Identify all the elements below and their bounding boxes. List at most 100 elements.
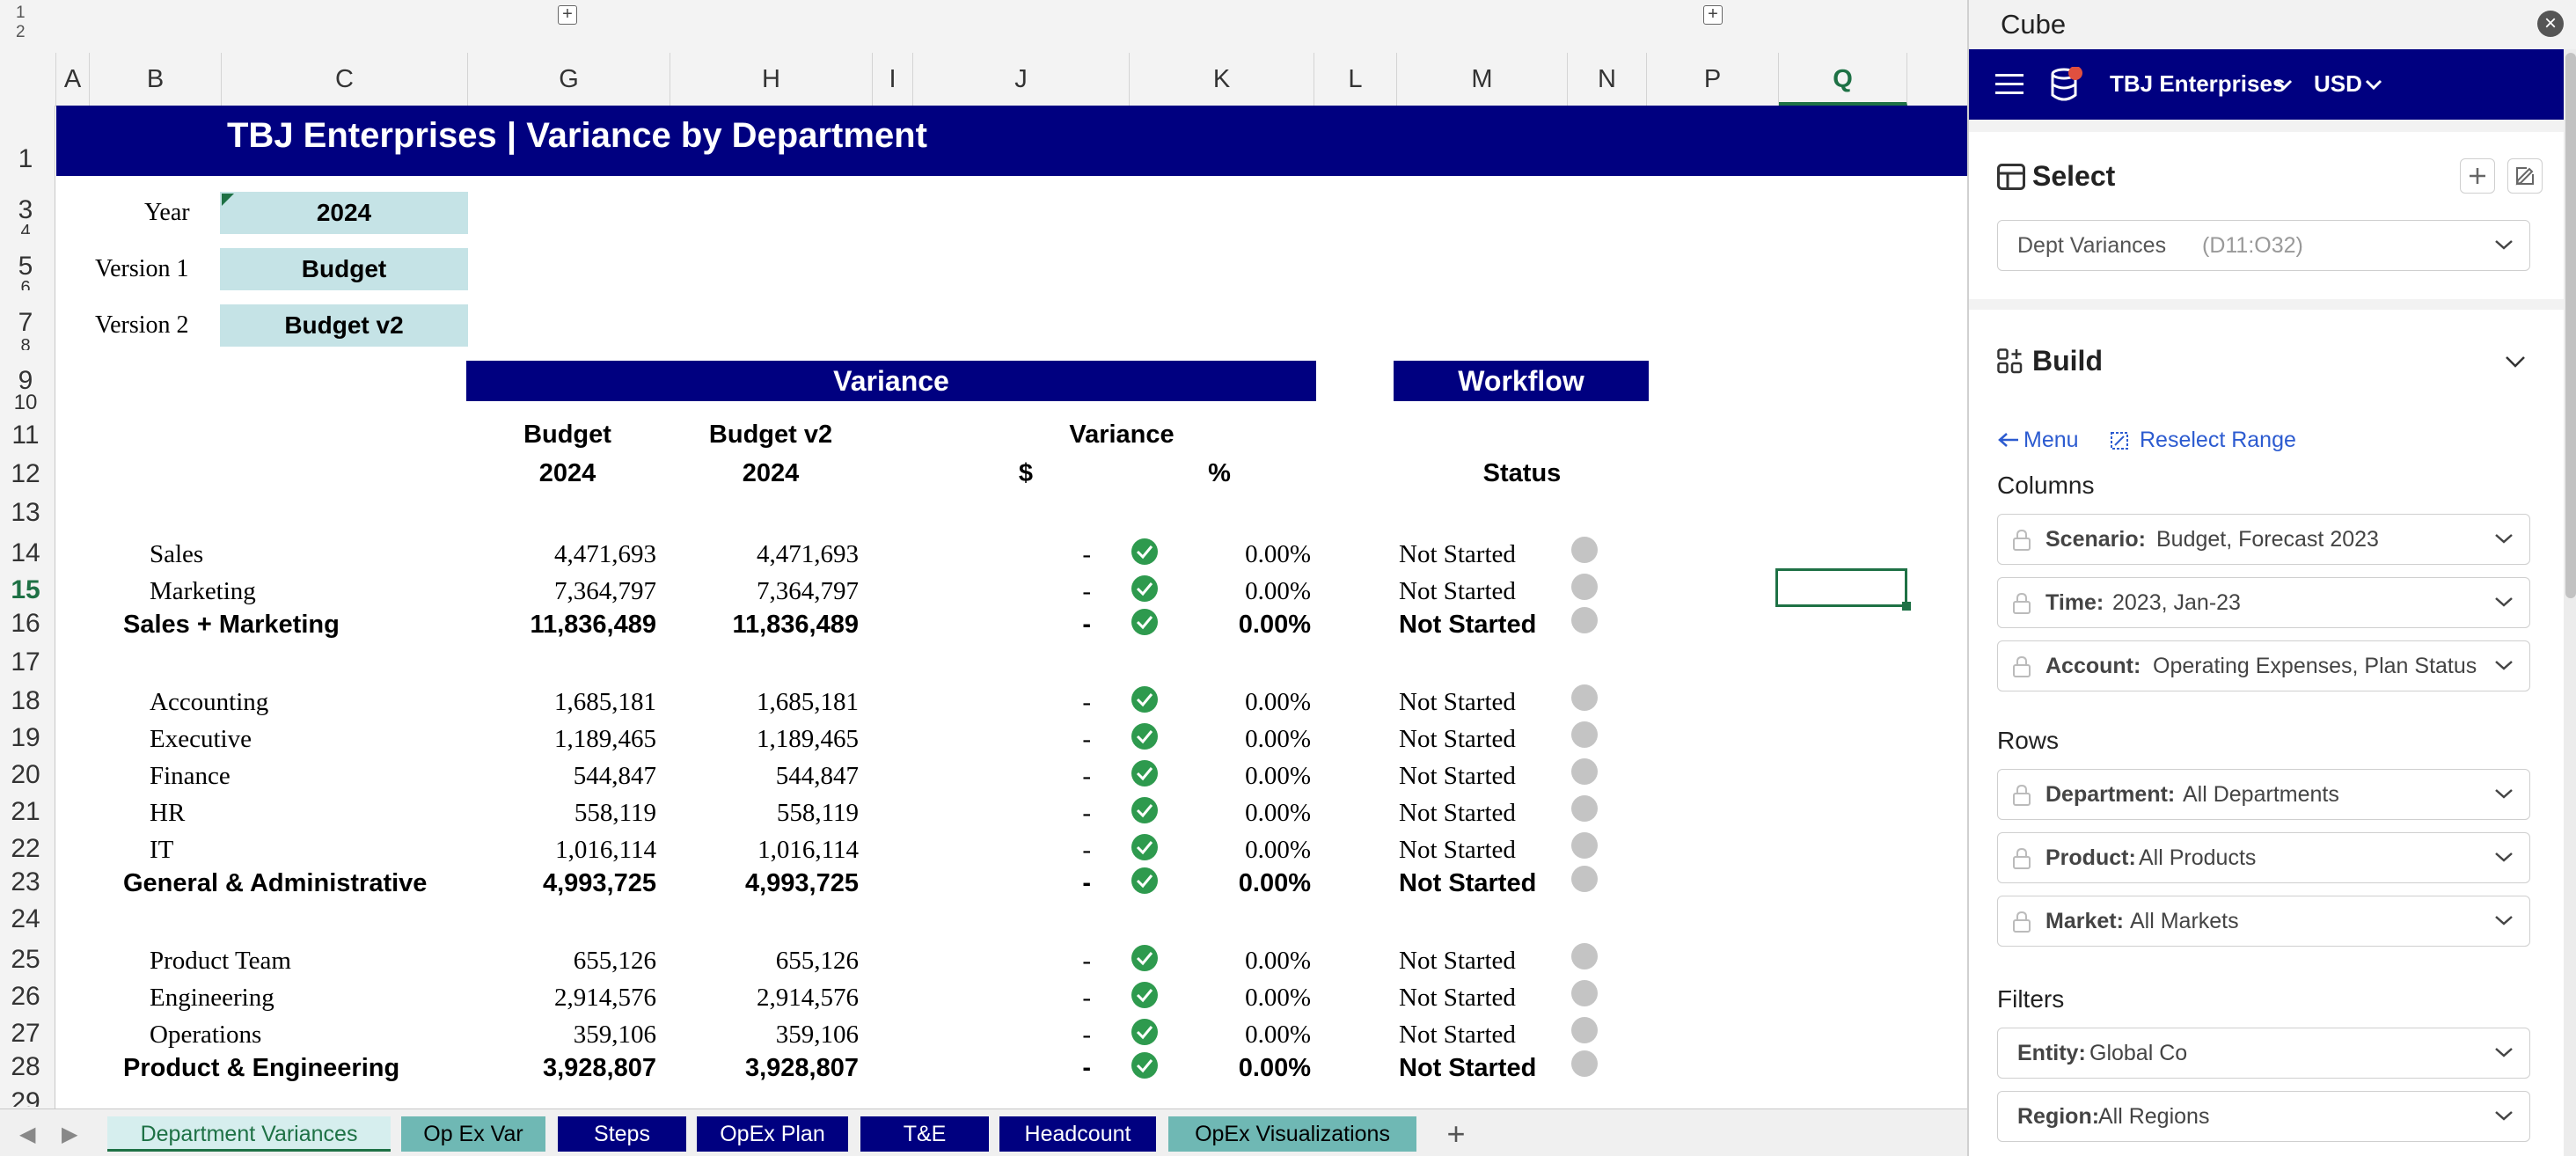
tab-opex-visualizations[interactable]: OpEx Visualizations bbox=[1168, 1116, 1416, 1152]
workflow-status[interactable]: Not Started bbox=[1399, 762, 1516, 790]
range-dropdown[interactable]: Dept Variances (D11:O32) bbox=[1997, 220, 2530, 271]
variance-percent[interactable]: 0.00% bbox=[1238, 869, 1311, 897]
row-header[interactable]: 22 bbox=[0, 834, 51, 864]
workflow-status[interactable]: Not Started bbox=[1399, 540, 1516, 568]
variance-percent[interactable]: 0.00% bbox=[1245, 984, 1311, 1012]
param-input-version2[interactable]: Budget v2 bbox=[220, 304, 468, 347]
workflow-status[interactable]: Not Started bbox=[1399, 688, 1516, 716]
variance-dollar[interactable]: - bbox=[1082, 869, 1091, 897]
department-name[interactable]: Sales bbox=[150, 540, 204, 568]
department-name[interactable]: Engineering bbox=[150, 984, 274, 1012]
row-header[interactable]: 8 bbox=[0, 336, 51, 350]
close-panel-button[interactable]: × bbox=[2537, 11, 2564, 37]
row-header[interactable]: 17 bbox=[0, 648, 51, 677]
budget-value[interactable]: 4,993,725 bbox=[542, 869, 656, 897]
reselect-range-link[interactable]: Reselect Range bbox=[2140, 428, 2296, 452]
variance-dollar[interactable]: - bbox=[1082, 540, 1091, 568]
row-header[interactable]: 23 bbox=[0, 867, 51, 897]
variance-dollar[interactable]: - bbox=[1082, 725, 1091, 753]
budget-v2-value[interactable]: 1,685,181 bbox=[757, 688, 859, 716]
budget-value[interactable]: 2,914,576 bbox=[554, 984, 656, 1012]
row-header[interactable]: 11 bbox=[0, 421, 51, 450]
variance-dollar[interactable]: - bbox=[1082, 1054, 1091, 1082]
row-header[interactable]: 27 bbox=[0, 1019, 51, 1049]
variance-dollar[interactable]: - bbox=[1082, 836, 1091, 864]
budget-v2-value[interactable]: 4,471,693 bbox=[757, 540, 859, 568]
column-header[interactable]: J bbox=[913, 53, 1130, 106]
expand-group-icon[interactable]: + bbox=[1703, 5, 1723, 25]
database-icon[interactable] bbox=[2050, 67, 2083, 104]
column-header[interactable]: K bbox=[1130, 53, 1314, 106]
row-header[interactable]: 16 bbox=[0, 609, 51, 639]
row-dimension-product[interactable]: Product: All Products bbox=[1997, 832, 2530, 883]
variance-dollar[interactable]: - bbox=[1082, 577, 1091, 605]
expand-group-icon[interactable]: + bbox=[558, 5, 577, 25]
variance-percent[interactable]: 0.00% bbox=[1238, 611, 1311, 639]
column-header[interactable]: P bbox=[1647, 53, 1779, 106]
column-header-selected[interactable]: Q bbox=[1779, 53, 1907, 106]
add-sheet-button[interactable]: + bbox=[1446, 1116, 1466, 1152]
budget-v2-value[interactable]: 1,016,114 bbox=[757, 836, 859, 864]
department-name[interactable]: Finance bbox=[150, 762, 231, 790]
budget-value[interactable]: 11,836,489 bbox=[530, 611, 656, 639]
department-name[interactable]: Marketing bbox=[150, 577, 256, 605]
workflow-status[interactable]: Not Started bbox=[1399, 947, 1516, 975]
variance-percent[interactable]: 0.00% bbox=[1238, 1054, 1311, 1082]
column-header[interactable]: C bbox=[222, 53, 468, 106]
row-header[interactable]: 6 bbox=[0, 278, 51, 290]
row-header[interactable]: 10 bbox=[0, 391, 51, 412]
variance-dollar[interactable]: - bbox=[1082, 611, 1091, 639]
workspace-selector[interactable]: TBJ Enterprises bbox=[2110, 70, 2286, 97]
budget-value[interactable]: 655,126 bbox=[573, 947, 656, 975]
row-header[interactable]: 12 bbox=[0, 459, 51, 489]
variance-dollar[interactable]: - bbox=[1082, 688, 1091, 716]
workflow-status[interactable]: Not Started bbox=[1399, 725, 1516, 753]
department-name[interactable]: IT bbox=[150, 836, 174, 864]
outline-level-2[interactable]: 2 bbox=[16, 23, 26, 41]
department-name[interactable]: Operations bbox=[150, 1021, 262, 1049]
row-dimension-department[interactable]: Department: All Departments bbox=[1997, 769, 2530, 820]
variance-percent[interactable]: 0.00% bbox=[1245, 725, 1311, 753]
budget-v2-value[interactable]: 11,836,489 bbox=[732, 611, 859, 639]
column-header[interactable]: A bbox=[56, 53, 90, 106]
variance-dollar[interactable]: - bbox=[1082, 984, 1091, 1012]
department-name[interactable]: HR bbox=[150, 799, 186, 827]
row-header[interactable]: 24 bbox=[0, 904, 51, 934]
budget-v2-value[interactable]: 2,914,576 bbox=[757, 984, 859, 1012]
workflow-status[interactable]: Not Started bbox=[1399, 577, 1516, 605]
row-header[interactable]: 19 bbox=[0, 723, 51, 753]
budget-value[interactable]: 359,106 bbox=[573, 1021, 656, 1049]
tab-scroll-left-icon[interactable]: ◀ bbox=[19, 1123, 36, 1146]
row-header[interactable]: 21 bbox=[0, 797, 51, 827]
budget-v2-value[interactable]: 359,106 bbox=[775, 1021, 859, 1049]
department-name[interactable]: General & Administrative bbox=[123, 869, 428, 897]
column-header[interactable]: M bbox=[1397, 53, 1568, 106]
tab-op-ex-var[interactable]: Op Ex Var bbox=[401, 1116, 545, 1152]
workflow-status[interactable]: Not Started bbox=[1399, 611, 1537, 639]
variance-dollar[interactable]: - bbox=[1082, 1021, 1091, 1049]
variance-dollar[interactable]: - bbox=[1082, 799, 1091, 827]
outline-level-1[interactable]: 1 bbox=[16, 4, 26, 22]
column-dimension-time[interactable]: Time: 2023, Jan-23 bbox=[1997, 577, 2530, 628]
budget-value[interactable]: 1,685,181 bbox=[554, 688, 656, 716]
budget-v2-value[interactable]: 7,364,797 bbox=[757, 577, 859, 605]
row-header[interactable]: 1 bbox=[0, 144, 51, 174]
row-header[interactable]: 3 bbox=[0, 195, 51, 225]
row-header[interactable]: 13 bbox=[0, 498, 51, 528]
row-header[interactable]: 14 bbox=[0, 538, 51, 568]
workflow-status[interactable]: Not Started bbox=[1399, 1021, 1516, 1049]
variance-dollar[interactable]: - bbox=[1082, 762, 1091, 790]
budget-v2-value[interactable]: 4,993,725 bbox=[744, 869, 859, 897]
department-name[interactable]: Accounting bbox=[150, 688, 269, 716]
tab-steps[interactable]: Steps bbox=[558, 1116, 686, 1152]
param-input-year[interactable]: 2024 bbox=[220, 192, 468, 234]
column-header[interactable]: B bbox=[90, 53, 222, 106]
workflow-status[interactable]: Not Started bbox=[1399, 1054, 1537, 1082]
variance-percent[interactable]: 0.00% bbox=[1245, 762, 1311, 790]
param-input-version1[interactable]: Budget bbox=[220, 248, 468, 290]
column-header[interactable]: L bbox=[1314, 53, 1397, 106]
fill-handle[interactable] bbox=[1902, 602, 1911, 611]
currency-selector[interactable]: USD bbox=[2314, 70, 2362, 97]
row-header[interactable]: 18 bbox=[0, 686, 51, 716]
variance-percent[interactable]: 0.00% bbox=[1245, 540, 1311, 568]
